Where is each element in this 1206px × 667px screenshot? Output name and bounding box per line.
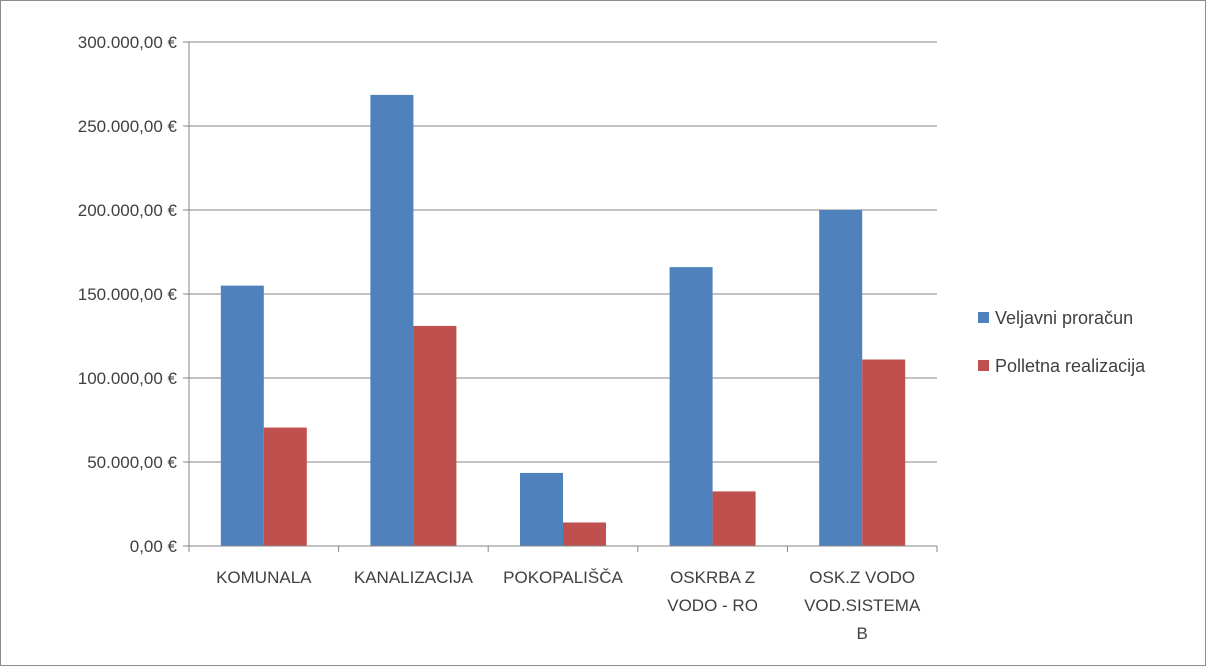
y-tick-label: 250.000,00 €	[78, 117, 178, 136]
x-category-label-line: VODO - RO	[667, 596, 758, 615]
x-category-label: OSKRBA Z VODO - RO	[667, 568, 758, 615]
bar	[413, 325, 457, 546]
y-tick-label: 0,00 €	[130, 537, 178, 556]
bar	[520, 472, 563, 546]
x-category-label-line: POKOPALIŠČA	[503, 568, 623, 587]
bar	[263, 427, 307, 546]
bar	[712, 491, 756, 546]
y-tick-label: 100.000,00 €	[78, 369, 178, 388]
legend-swatch	[978, 312, 989, 323]
bar	[669, 267, 713, 546]
x-category-label: OSK.Z VODO VOD.SISTEMA B	[804, 568, 921, 643]
bar	[370, 94, 414, 547]
y-tick-label: 150.000,00 €	[78, 285, 178, 304]
x-category-label: POKOPALIŠČA	[503, 568, 623, 587]
x-category-label-line: OSK.Z VODO	[809, 568, 915, 587]
x-axis	[188, 42, 938, 552]
gridlines	[183, 41, 937, 547]
y-tick-label: 50.000,00 €	[87, 453, 177, 472]
x-category-label-line: KANALIZACIJA	[354, 568, 474, 587]
legend-swatch	[978, 360, 989, 371]
x-category-label-line: OSKRBA Z	[670, 568, 755, 587]
legend-label: Polletna realizacija	[995, 356, 1146, 376]
bar	[220, 285, 264, 546]
y-axis-tick-labels: 0,00 € 50.000,00 € 100.000,00 € 150.000,00 …	[78, 33, 178, 556]
x-category-label: KOMUNALA	[216, 568, 312, 587]
y-tick-label: 300.000,00 €	[78, 33, 178, 52]
x-axis-category-labels: KOMUNALA KANALIZACIJA POKOPALIŠČA OSKRBA Z V…	[216, 568, 921, 643]
bar	[563, 522, 606, 546]
x-category-label-line: B	[857, 624, 868, 643]
y-tick-label: 200.000,00 €	[78, 201, 178, 220]
x-category-label-line: KOMUNALA	[216, 568, 312, 587]
legend-label: Veljavni proračun	[995, 308, 1133, 328]
x-category-label: KANALIZACIJA	[354, 568, 474, 587]
bar	[819, 210, 863, 546]
bars	[220, 94, 906, 547]
x-category-label-line: VOD.SISTEMA	[804, 596, 921, 615]
legend: Veljavni proračun Polletna realizacija	[978, 308, 1146, 376]
bar	[862, 359, 906, 546]
